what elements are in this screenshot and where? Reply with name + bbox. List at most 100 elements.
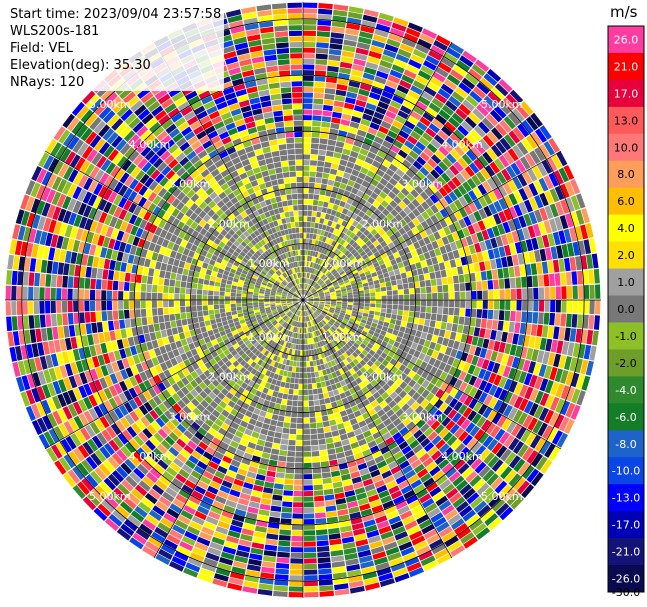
- velocity-gate: [504, 134, 516, 148]
- velocity-gate: [325, 499, 336, 507]
- velocity-gate: [317, 258, 321, 264]
- velocity-gate: [303, 451, 312, 457]
- velocity-gate: [454, 427, 465, 439]
- velocity-gate: [326, 208, 332, 215]
- velocity-gate: [348, 205, 356, 213]
- velocity-gate: [155, 553, 171, 565]
- velocity-gate: [356, 230, 363, 238]
- velocity-gate: [213, 304, 220, 310]
- velocity-gate: [434, 454, 446, 465]
- velocity-gate: [359, 333, 366, 340]
- velocity-gate: [592, 330, 599, 346]
- velocity-gate: [289, 319, 293, 325]
- velocity-gate: [140, 292, 146, 300]
- velocity-gate: [463, 488, 476, 500]
- velocity-gate: [479, 348, 488, 359]
- velocity-gate: [230, 408, 239, 417]
- velocity-gate: [402, 197, 411, 206]
- velocity-gate: [39, 314, 46, 328]
- velocity-gate: [285, 467, 295, 474]
- velocity-gate: [247, 302, 253, 306]
- velocity-gate: [389, 391, 398, 400]
- velocity-gate: [354, 53, 368, 61]
- velocity-gate: [258, 302, 264, 305]
- velocity-gate: [306, 292, 311, 296]
- velocity-gate: [312, 234, 317, 240]
- velocity-gate: [403, 206, 412, 215]
- velocity-gate: [293, 389, 299, 395]
- field-label: Field: VEL: [10, 40, 225, 57]
- velocity-gate: [311, 445, 319, 451]
- velocity-gate: [332, 228, 339, 235]
- velocity-gate: [349, 354, 356, 361]
- velocity-gate: [338, 428, 347, 436]
- velocity-gate: [180, 509, 194, 520]
- velocity-gate: [486, 319, 493, 330]
- velocity-gate: [441, 504, 455, 516]
- velocity-gate: [479, 77, 494, 91]
- velocity-gate: [311, 126, 321, 133]
- velocity-gate: [455, 108, 468, 120]
- velocity-gate: [172, 498, 185, 509]
- velocity-gate: [307, 310, 311, 315]
- velocity-gate: [379, 578, 395, 587]
- velocity-gate: [314, 283, 319, 288]
- velocity-gate: [426, 416, 437, 427]
- velocity-gate: [174, 300, 180, 307]
- velocity-gate: [303, 8, 318, 14]
- velocity-gate: [570, 211, 580, 227]
- velocity-gate: [487, 339, 495, 350]
- velocity-gate: [417, 268, 424, 275]
- velocity-gate: [427, 431, 438, 442]
- velocity-gate: [313, 263, 317, 269]
- velocity-gate: [305, 284, 308, 290]
- velocity-gate: [236, 303, 242, 307]
- velocity-gate: [453, 221, 462, 231]
- velocity-gate: [303, 261, 305, 267]
- velocity-gate: [324, 213, 331, 220]
- velocity-gate: [386, 229, 394, 237]
- velocity-gate: [177, 514, 191, 525]
- velocity-gate: [329, 366, 335, 373]
- velocity-gate: [503, 208, 513, 221]
- velocity-gate: [407, 211, 416, 221]
- velocity-gate: [471, 336, 479, 346]
- velocity-gate: [339, 392, 347, 399]
- velocity-gate: [422, 111, 435, 123]
- velocity-gate: [515, 159, 526, 173]
- velocity-gate: [476, 416, 487, 428]
- velocity-gate: [79, 277, 85, 289]
- velocity-gate: [593, 315, 600, 330]
- velocity-gate: [476, 231, 484, 242]
- velocity-gate: [309, 327, 312, 333]
- velocity-gate: [372, 81, 385, 90]
- velocity-gate: [570, 404, 581, 420]
- velocity-gate: [478, 391, 488, 403]
- velocity-gate: [251, 431, 260, 439]
- velocity-gate: [292, 400, 298, 407]
- velocity-gate: [503, 195, 513, 208]
- velocity-gate: [275, 472, 285, 479]
- velocity-gate: [336, 84, 348, 91]
- velocity-gate: [179, 294, 186, 300]
- velocity-gate: [458, 141, 470, 153]
- velocity-gate: [398, 541, 413, 551]
- velocity-gate: [360, 276, 367, 281]
- velocity-gate: [399, 79, 412, 90]
- velocity-gate: [487, 517, 502, 531]
- velocity-gate: [463, 536, 478, 549]
- velocity-gate: [323, 255, 328, 261]
- velocity-gate: [295, 367, 300, 373]
- velocity-gate: [222, 546, 237, 555]
- velocity-gate: [166, 264, 173, 272]
- velocity-gate: [304, 592, 319, 598]
- velocity-gate: [202, 451, 213, 461]
- velocity-gate: [351, 522, 364, 531]
- velocity-gate: [309, 308, 314, 314]
- velocity-gate: [148, 509, 163, 522]
- velocity-gate: [217, 392, 226, 400]
- velocity-gate: [393, 495, 405, 505]
- velocity-gate: [356, 42, 371, 50]
- velocity-gate: [412, 160, 423, 170]
- velocity-gate: [267, 345, 273, 352]
